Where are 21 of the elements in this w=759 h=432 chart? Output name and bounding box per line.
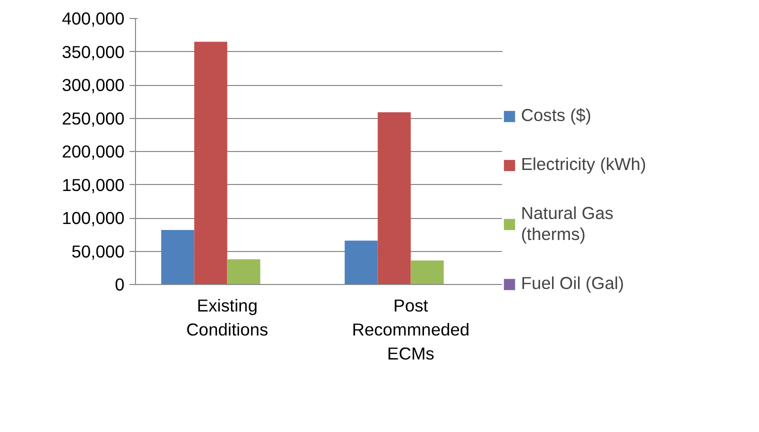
y-tick-label: 100,000 [62,208,125,228]
y-tick-label: 300,000 [62,75,125,95]
y-tick-label: 400,000 [62,8,125,28]
legend-label: Natural Gas (therms) [521,203,614,245]
x-tick-label: Post Recommneded ECMs [352,296,470,364]
legend-label: Costs ($) [521,105,592,126]
y-tick-label: 50,000 [72,241,124,262]
bar [344,240,378,284]
bar [410,260,444,284]
x-tick-label: Existing Conditions [186,296,269,340]
legend-label: Electricity (kWh) [521,154,646,175]
y-tick-label: 150,000 [62,174,125,195]
y-tick-label: 0 [114,274,125,294]
y-tick-label: 250,000 [62,108,125,128]
y-tick-label: 350,000 [62,42,125,62]
y-tick-label: 200,000 [62,142,125,162]
bar [194,42,228,284]
bar [161,230,194,284]
bar [227,259,260,284]
legend-label: Fuel Oil (Gal) [521,273,624,294]
bar [378,112,411,284]
